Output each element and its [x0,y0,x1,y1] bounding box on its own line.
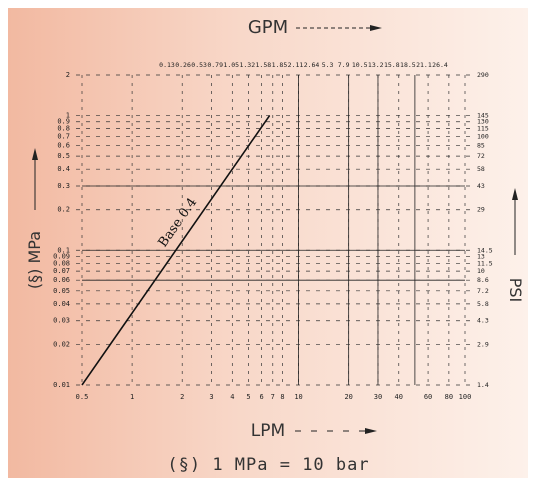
x2-tick-label: 18.5 [400,61,416,69]
y-tick-label: 0.2 [57,206,70,214]
y-tick-label: 0.3 [57,182,70,190]
x2-tick-label: 0.13 [159,61,175,69]
y2-tick-label: 11.5 [477,259,493,267]
right-axis-title: PSI [506,278,525,303]
y-tick-label: 2 [66,71,70,79]
y-tick-label: 0.7 [57,132,70,140]
x-tick-label: 7 [271,393,275,401]
right-axis-arrow-head [512,188,518,200]
left-axis-arrow-head [32,148,38,160]
y2-tick-label: 72 [477,152,485,160]
y2-tick-label: 145 [477,112,489,120]
x-tick-label: 40 [395,393,403,401]
series-label: Base 0.4 [156,195,201,250]
x-tick-label: 0.5 [76,393,89,401]
x-tick-label: 3 [209,393,213,401]
x-tick-label: 5 [246,393,250,401]
unit-note-caption: (§) 1 MPa = 10 bar [167,455,370,475]
x2-tick-label: 1.05 [223,61,239,69]
y-tick-label: 0.09 [53,252,70,260]
y2-tick-label: 5.8 [477,300,489,308]
x2-tick-label: 1.58 [256,61,272,69]
y-tick-label: 0.01 [53,381,70,389]
y2-tick-label: 13 [477,252,485,260]
y2-tick-label: 43 [477,182,485,190]
y-tick-label: 0.07 [53,267,70,275]
left-axis-title: (§) MPa [25,231,44,289]
x-tick-label: 6 [260,393,264,401]
x2-tick-label: 13.2 [368,61,384,69]
y-tick-label: 0.8 [57,125,70,133]
x-tick-label: 20 [344,393,352,401]
y2-tick-label: 100 [477,132,489,140]
x2-tick-label: 5.3 [322,61,334,69]
y2-tick-label: 58 [477,165,485,173]
y-tick-label: 0.05 [53,287,70,295]
y-tick-label: 0.1 [57,246,70,254]
x-tick-label: 1 [130,393,134,401]
y-tick-label: 0.6 [57,141,70,149]
x2-tick-label: 2.11 [288,61,304,69]
x2-tick-label: 1.32 [239,61,255,69]
x2-tick-label: 1.85 [272,61,288,69]
y-tick-label: 0.03 [53,317,70,325]
y2-tick-label: 2.9 [477,340,489,348]
y-tick-label: 0.08 [53,259,70,267]
y2-tick-label: 1.4 [477,381,489,389]
x2-tick-label: 0.53 [191,61,207,69]
y-tick-label: 0.4 [57,165,70,173]
series-line-base [81,115,271,386]
x2-tick-label: 26.4 [432,61,448,69]
y2-tick-label: 7.2 [477,287,489,295]
y2-tick-label: 29 [477,206,485,214]
y2-tick-label: 8.6 [477,276,489,284]
y-tick-label: 0.02 [53,340,70,348]
top-axis-title: GPM [248,17,288,38]
x-tick-label: 100 [459,393,472,401]
x-tick-label: 80 [445,393,453,401]
x2-tick-label: 7.9 [338,61,350,69]
x-tick-label: 8 [280,393,284,401]
y2-tick-label: 4.3 [477,317,489,325]
y2-tick-label: 14.5 [477,246,493,254]
x-tick-label: 2 [180,393,184,401]
x2-tick-label: 10.5 [352,61,368,69]
x-tick-label: 10 [294,393,302,401]
x2-tick-label: 0.26 [175,61,191,69]
y2-tick-label: 290 [477,71,489,79]
y2-tick-label: 130 [477,118,489,126]
x-tick-label: 60 [424,393,432,401]
y-tick-label: 1 [66,112,70,120]
chart-panel [8,8,528,478]
y-tick-label: 0.5 [57,152,70,160]
x-tick-label: 30 [374,393,382,401]
x2-tick-label: 15.8 [384,61,400,69]
y2-tick-label: 85 [477,141,485,149]
y2-tick-label: 115 [477,125,489,133]
bottom-axis-title: LPM [251,421,285,441]
x2-tick-label: 21.1 [416,61,432,69]
x2-tick-label: 0.79 [207,61,223,69]
y-tick-label: 0.04 [53,300,70,308]
y-tick-label: 0.06 [53,276,70,284]
top-axis-arrow-head [370,25,382,31]
y-tick-label: 0.9 [57,118,70,126]
x-tick-label: 4 [230,393,234,401]
x2-tick-label: 2.64 [304,61,320,69]
y2-tick-label: 10 [477,267,485,275]
bottom-axis-arrow-head [365,428,377,434]
